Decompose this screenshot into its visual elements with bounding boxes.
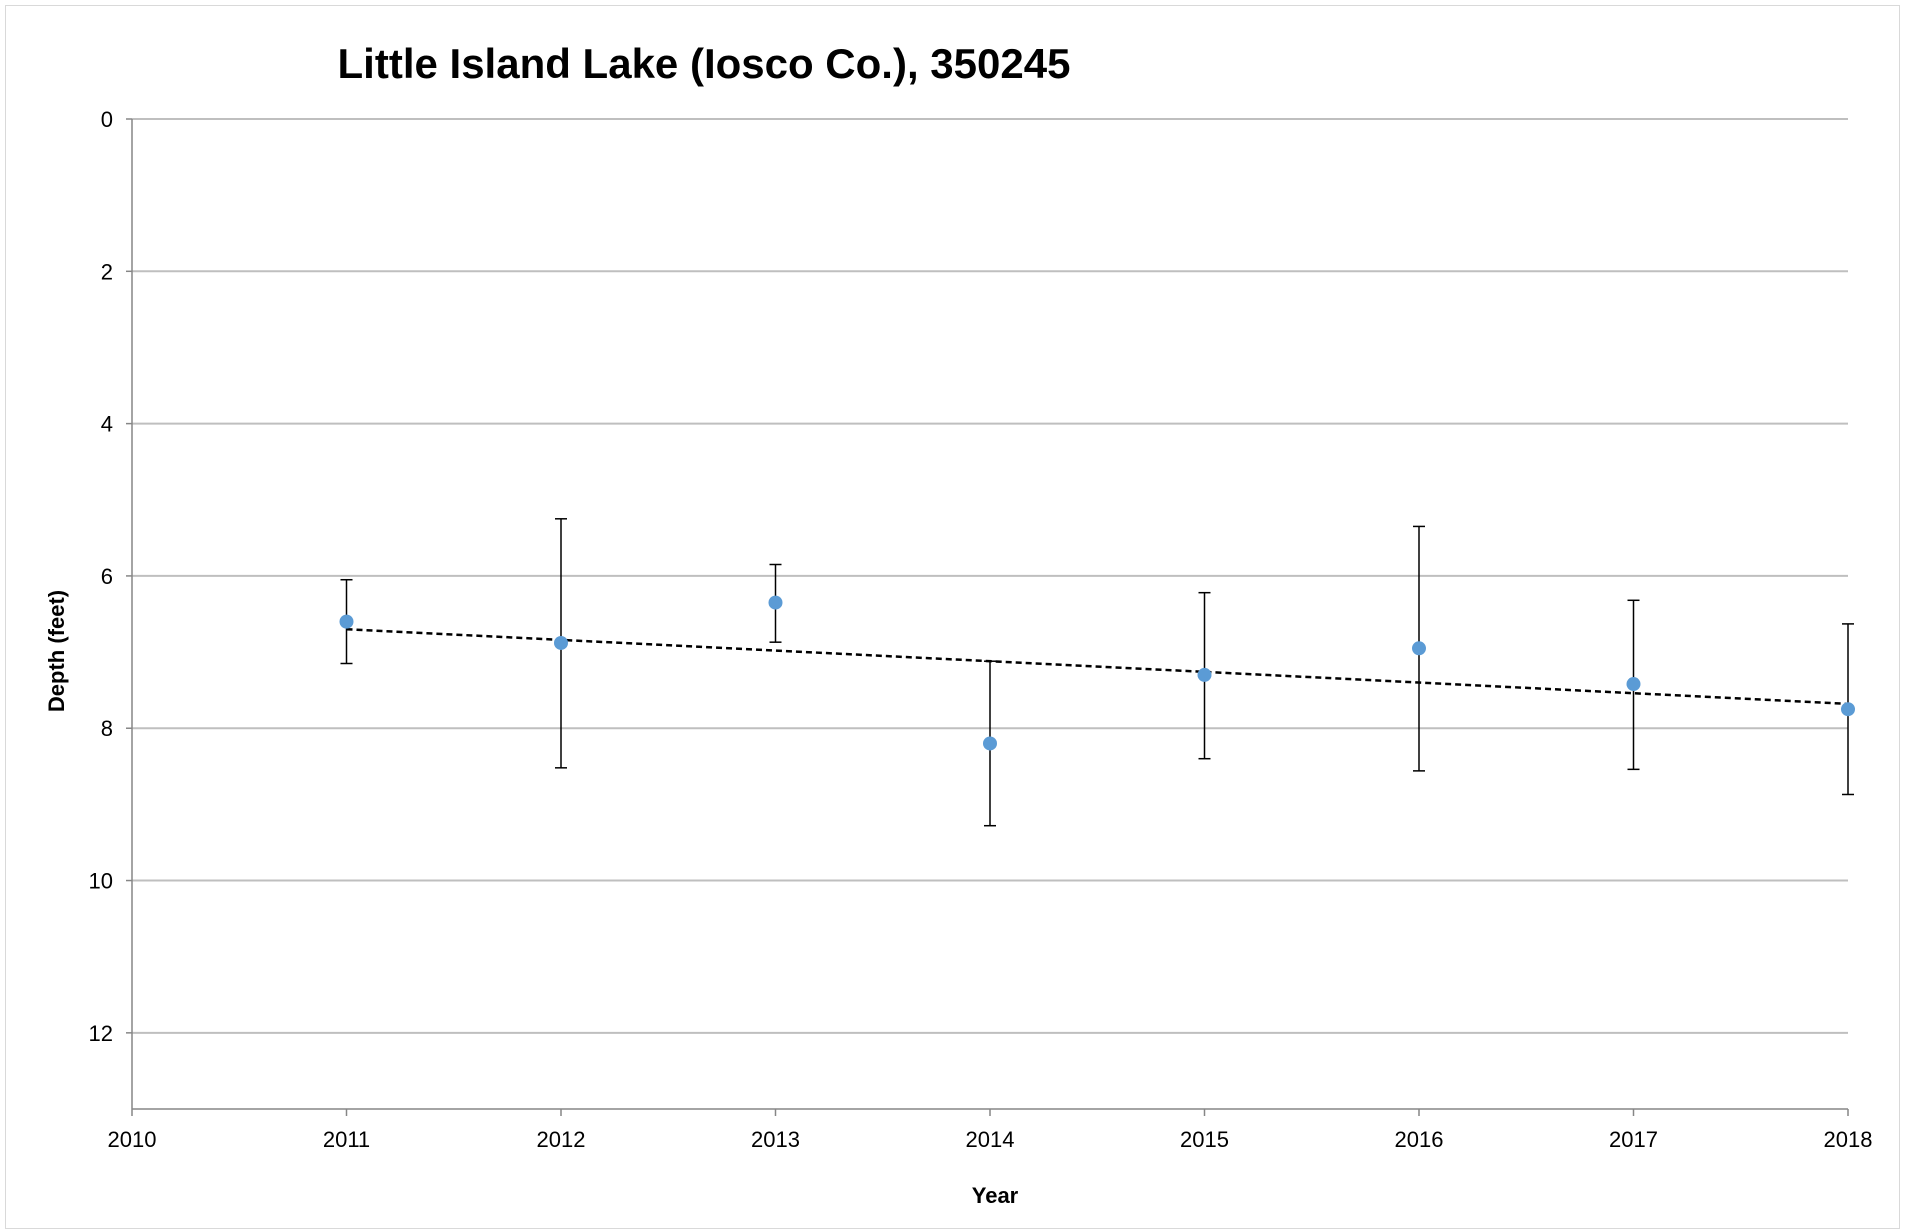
data-points: [339, 595, 1855, 751]
x-tick-label: 2013: [751, 1127, 800, 1152]
data-point: [1197, 667, 1212, 682]
data-point: [554, 635, 568, 650]
x-tick-label: 2016: [1395, 1127, 1444, 1152]
x-tick-label: 2014: [966, 1127, 1015, 1152]
trendline: [346, 627, 1849, 706]
y-tick-label: 2: [101, 259, 113, 284]
data-point: [339, 614, 354, 629]
y-tick-label: 10: [89, 869, 113, 894]
x-tick-label: 2015: [1180, 1127, 1229, 1152]
data-point: [1841, 702, 1855, 717]
y-tick-label: 12: [89, 1021, 113, 1046]
x-axis-title: Year: [972, 1183, 1019, 1208]
y-tick-label: 0: [101, 107, 113, 132]
error-bars: [340, 518, 1854, 827]
y-axis-title: Depth (feet): [44, 590, 69, 712]
chart-title: Little Island Lake (Iosco Co.), 350245: [338, 40, 1071, 87]
data-point: [1626, 677, 1641, 692]
data-point: [768, 595, 783, 610]
trendline-layer: [346, 627, 1849, 706]
scatter-chart: Little Island Lake (Iosco Co.), 350245 0…: [44, 40, 1873, 1208]
y-tick-label: 8: [101, 716, 113, 741]
chart-frame: Little Island Lake (Iosco Co.), 350245 0…: [5, 5, 1900, 1229]
x-tick-label: 2010: [108, 1127, 157, 1152]
x-tick-label: 2018: [1824, 1127, 1873, 1152]
data-point: [983, 736, 997, 751]
x-tick-label: 2012: [537, 1127, 586, 1152]
y-tick-label: 4: [101, 412, 113, 437]
x-tick-label: 2017: [1609, 1127, 1658, 1152]
tick-labels: 0 2 4 6 8 10 12 2010 2011 2012 2013 2014 2015 2016 201…: [89, 107, 1873, 1152]
gridlines: [132, 118, 1848, 1034]
x-tick-label: 2011: [323, 1127, 370, 1152]
axes: [126, 118, 1849, 1116]
data-point: [1412, 641, 1426, 656]
y-tick-label: 6: [101, 564, 113, 589]
